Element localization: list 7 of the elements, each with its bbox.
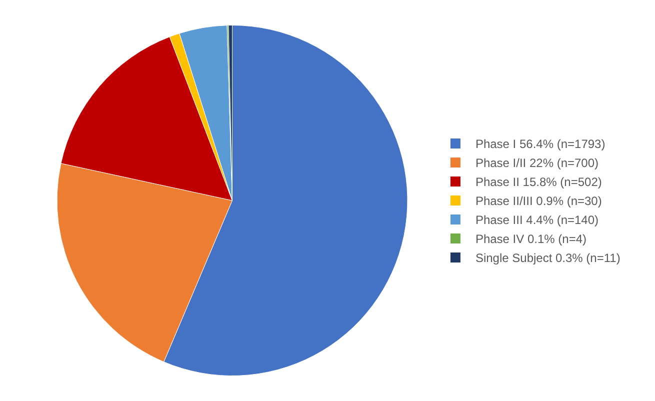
legend-label: Phase II/III 0.9% (n=30) — [475, 194, 602, 208]
legend-label: Phase III 4.4% (n=140) — [475, 213, 599, 228]
legend-label: Single Subject 0.3% (n=11) — [475, 251, 620, 266]
legend-label: Phase I 56.4% (n=1793) — [475, 137, 606, 152]
legend-label: Phase I/II 22% (n=700) — [475, 156, 599, 170]
legend-label: Phase IV 0.1% (n=4) — [475, 232, 587, 246]
legend-label: Phase II 15.8% (n=502) — [475, 175, 602, 190]
